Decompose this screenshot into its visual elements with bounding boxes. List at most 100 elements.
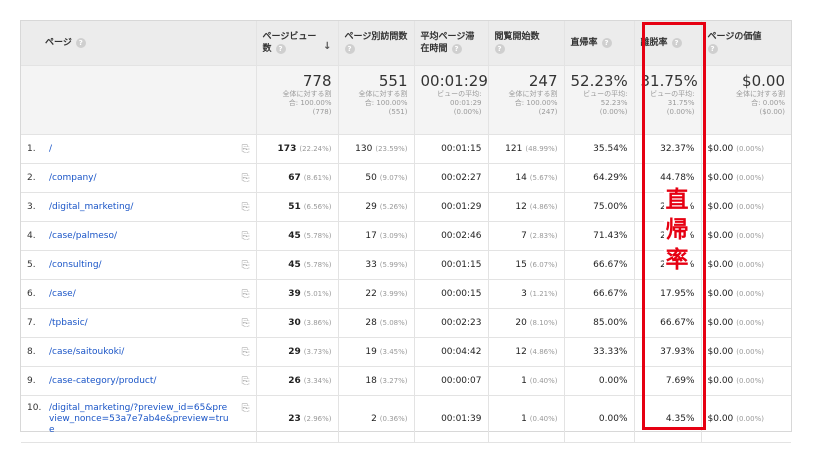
row-entrances: 1 (0.40%) bbox=[487, 395, 564, 443]
row-page-cell: ⎘ 5. /consulting/ bbox=[21, 250, 256, 280]
copy-icon[interactable]: ⎘ bbox=[241, 201, 250, 213]
row-pageviews: 67 (8.61%) bbox=[255, 163, 338, 193]
row-unique: 29 (5.26%) bbox=[337, 192, 414, 222]
row-unique: 50 (9.07%) bbox=[337, 163, 414, 193]
summary-unique: 551 全体に対する割 合: 100.00% (551) bbox=[337, 65, 414, 135]
copy-icon[interactable]: ⎘ bbox=[241, 143, 250, 155]
row-index: 1. bbox=[27, 143, 36, 154]
row-bounce: 0.00% bbox=[563, 395, 634, 443]
table-row: ⎘ 10. /digital_marketing/?preview_id=65&pr… bbox=[21, 395, 791, 443]
row-pageviews: 173 (22.24%) bbox=[255, 134, 338, 164]
row-avg-time: 00:04:42 bbox=[413, 337, 488, 367]
header-unique-pageviews[interactable]: ページ別訪問数? bbox=[337, 21, 414, 66]
row-bounce: 85.00% bbox=[563, 308, 634, 338]
row-entrances: 12 (4.86%) bbox=[487, 337, 564, 367]
row-bounce: 66.67% bbox=[563, 279, 634, 309]
row-entrances: 12 (4.86%) bbox=[487, 192, 564, 222]
table-row: ⎘ 2. /company/67 (8.61%) 50 (9.07%) 00:02:27 14… bbox=[21, 163, 791, 193]
header-page-value[interactable]: ページの価値? bbox=[700, 21, 791, 66]
copy-icon[interactable]: ⎘ bbox=[241, 346, 250, 358]
row-value: $0.00 (0.00%) bbox=[700, 134, 791, 164]
page-link[interactable]: /case/saitoukoki/ bbox=[49, 346, 125, 357]
page-link[interactable]: /consulting/ bbox=[49, 259, 102, 270]
row-page-cell: ⎘ 10. /digital_marketing/?preview_id=65&pr… bbox=[21, 395, 256, 443]
row-value: $0.00 (0.00%) bbox=[700, 337, 791, 367]
help-icon[interactable]: ? bbox=[707, 43, 718, 54]
summary-entrances: 247 全体に対する割 合: 100.00% (247) bbox=[487, 65, 564, 135]
row-index: 7. bbox=[27, 317, 36, 328]
help-icon[interactable]: ? bbox=[451, 43, 462, 54]
table-row: ⎘ 1. / 173 (22.24%) 130 (23.59%) 00:01:15 121 (48… bbox=[21, 134, 791, 164]
row-index: 3. bbox=[27, 201, 36, 212]
header-page[interactable]: ページ? bbox=[21, 21, 256, 66]
copy-icon[interactable]: ⎘ bbox=[241, 172, 250, 184]
row-page-cell: ⎘ 1. / bbox=[21, 134, 256, 164]
copy-icon[interactable]: ⎘ bbox=[241, 288, 250, 300]
row-value: $0.00 (0.00%) bbox=[700, 308, 791, 338]
row-index: 10. bbox=[27, 402, 42, 413]
row-avg-time: 00:02:27 bbox=[413, 163, 488, 193]
help-icon[interactable]: ? bbox=[75, 37, 86, 48]
row-avg-time: 00:00:15 bbox=[413, 279, 488, 309]
page-link[interactable]: /company/ bbox=[49, 172, 97, 183]
row-pageviews: 51 (6.56%) bbox=[255, 192, 338, 222]
summary-pageviews: 778 全体に対する割 合: 100.00% (778) bbox=[255, 65, 338, 135]
header-entrances[interactable]: 閲覧開始数? bbox=[487, 21, 564, 66]
row-pageviews: 23 (2.96%) bbox=[255, 395, 338, 443]
row-value: $0.00 (0.00%) bbox=[700, 366, 791, 396]
table-row: ⎘ 6. /case/39 (5.01%) 22 (3.99%) 00:00:15 3 (1.2… bbox=[21, 279, 791, 309]
row-value: $0.00 (0.00%) bbox=[700, 250, 791, 280]
copy-icon[interactable]: ⎘ bbox=[241, 317, 250, 329]
row-pageviews: 30 (3.86%) bbox=[255, 308, 338, 338]
row-value: $0.00 (0.00%) bbox=[700, 279, 791, 309]
row-index: 8. bbox=[27, 346, 36, 357]
help-icon[interactable]: ? bbox=[275, 43, 286, 54]
copy-icon[interactable]: ⎘ bbox=[241, 375, 250, 387]
row-unique: 18 (3.27%) bbox=[337, 366, 414, 396]
row-value: $0.00 (0.00%) bbox=[700, 192, 791, 222]
row-unique: 28 (5.08%) bbox=[337, 308, 414, 338]
row-page-cell: ⎘ 2. /company/ bbox=[21, 163, 256, 193]
header-avg-time[interactable]: 平均ページ滞在時間? bbox=[413, 21, 488, 66]
page-link[interactable]: /digital_marketing/?preview_id=65&previe… bbox=[49, 402, 229, 435]
page-link[interactable]: /tpbasic/ bbox=[49, 317, 88, 328]
header-bounce-rate[interactable]: 直帰率? bbox=[563, 21, 634, 66]
row-avg-time: 00:00:07 bbox=[413, 366, 488, 396]
row-avg-time: 00:01:15 bbox=[413, 250, 488, 280]
row-unique: 2 (0.36%) bbox=[337, 395, 414, 443]
help-icon[interactable]: ? bbox=[494, 43, 505, 54]
copy-icon[interactable]: ⎘ bbox=[241, 230, 250, 242]
row-index: 2. bbox=[27, 172, 36, 183]
page-link[interactable]: / bbox=[49, 143, 53, 154]
row-index: 9. bbox=[27, 375, 36, 386]
row-page-cell: ⎘ 3. /digital_marketing/ bbox=[21, 192, 256, 222]
page-link[interactable]: /digital_marketing/ bbox=[49, 201, 134, 212]
row-entrances: 3 (1.21%) bbox=[487, 279, 564, 309]
table-row: ⎘ 4. /case/palmeso/45 (5.78%) 17 (3.09%) 00:02… bbox=[21, 221, 791, 251]
copy-icon[interactable]: ⎘ bbox=[241, 259, 250, 271]
row-page-cell: ⎘ 7. /tpbasic/ bbox=[21, 308, 256, 338]
help-icon[interactable]: ? bbox=[671, 37, 682, 48]
page-link[interactable]: /case-category/product/ bbox=[49, 375, 157, 386]
row-page-cell: ⎘ 4. /case/palmeso/ bbox=[21, 221, 256, 251]
row-unique: 130 (23.59%) bbox=[337, 134, 414, 164]
summary-avg-time: 00:01:29 ビューの平均: 00:01:29 (0.00%) bbox=[413, 65, 488, 135]
row-page-cell: ⎘ 6. /case/ bbox=[21, 279, 256, 309]
row-entrances: 14 (5.67%) bbox=[487, 163, 564, 193]
header-pageviews[interactable]: ↓ ページビュー数? bbox=[255, 21, 338, 66]
row-entrances: 20 (8.10%) bbox=[487, 308, 564, 338]
annotation-label: 直帰率 bbox=[664, 185, 690, 275]
summary-blank bbox=[21, 65, 256, 135]
help-icon[interactable]: ? bbox=[601, 37, 612, 48]
row-index: 5. bbox=[27, 259, 36, 270]
page-link[interactable]: /case/palmeso/ bbox=[49, 230, 118, 241]
row-pageviews: 29 (3.73%) bbox=[255, 337, 338, 367]
row-pageviews: 45 (5.78%) bbox=[255, 250, 338, 280]
row-pageviews: 26 (3.34%) bbox=[255, 366, 338, 396]
help-icon[interactable]: ? bbox=[344, 43, 355, 54]
row-entrances: 15 (6.07%) bbox=[487, 250, 564, 280]
row-bounce: 75.00% bbox=[563, 192, 634, 222]
row-value: $0.00 (0.00%) bbox=[700, 395, 791, 443]
page-link[interactable]: /case/ bbox=[49, 288, 76, 299]
copy-icon[interactable]: ⎘ bbox=[241, 402, 250, 414]
